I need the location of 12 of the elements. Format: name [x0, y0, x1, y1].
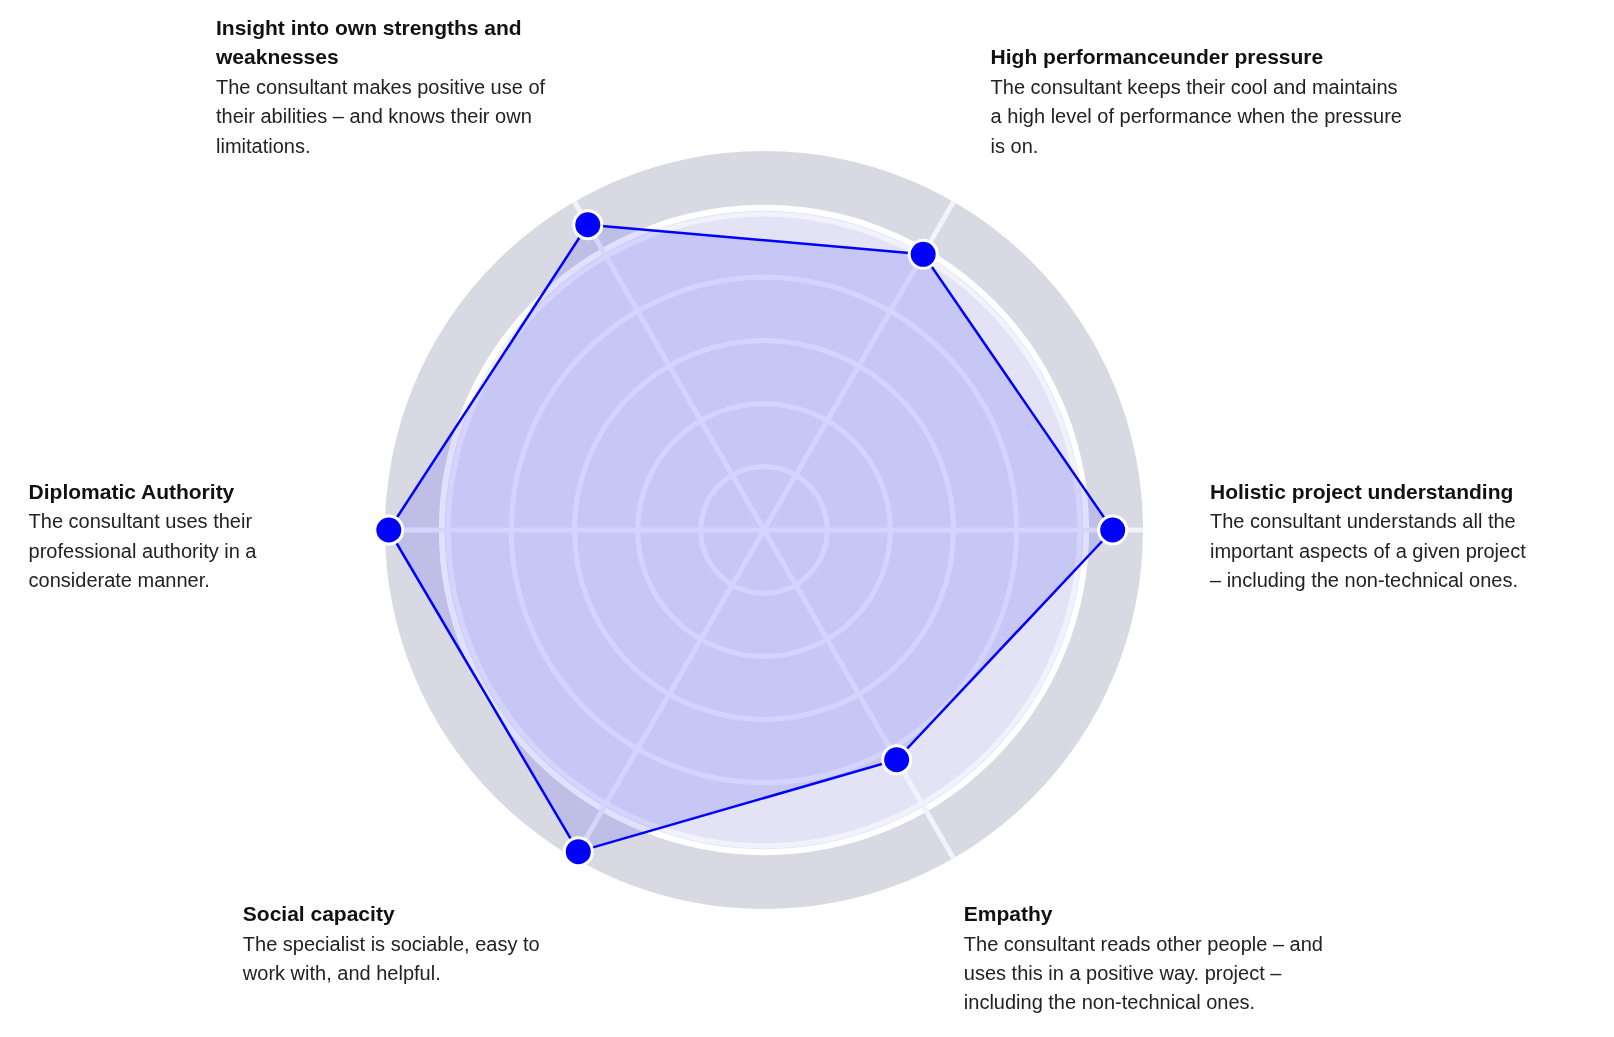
text: The consultant uses their professional authority in a considerate manner.: [28, 510, 258, 592]
text: The consultant understands all the important aspects of a given project – including the non-technical ones.: [1209, 510, 1527, 592]
spoke-label: Insight into own strengths and weaknesses: [215, 16, 522, 69]
spoke-label: Holistic project understanding: [1209, 480, 1514, 504]
spoke-label: Social capacity: [242, 902, 395, 926]
text: The consultant makes positive use of their abilities – and knows their own limitations.: [216, 75, 546, 157]
text: The specialist is sociable, easy to work with, and helpful.: [241, 932, 540, 985]
spoke-label: High performanceunder pressure: [990, 45, 1324, 69]
text: The consultant keeps their cool and maintains a high level of performance when the pressure is on.: [990, 75, 1402, 157]
spoke-label: Diplomatic Authority: [28, 480, 235, 504]
spoke-label: Empathy: [963, 902, 1053, 926]
text: The consultant reads other people – and uses this in a positive way. project – including the non-technical ones.: [963, 932, 1323, 1014]
